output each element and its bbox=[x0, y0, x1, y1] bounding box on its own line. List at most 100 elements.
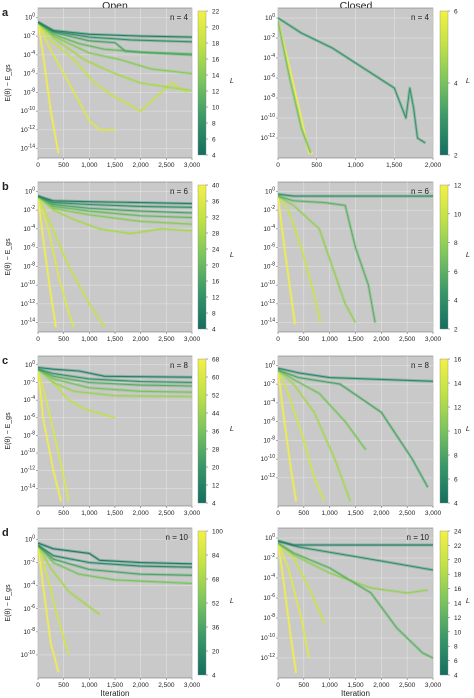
tick-base: 10 bbox=[23, 379, 31, 386]
tick-base: 10 bbox=[23, 432, 31, 439]
tick-exponent: -12 bbox=[268, 473, 275, 479]
tick-base: 10 bbox=[263, 75, 271, 82]
series-line-L68 bbox=[38, 369, 62, 502]
series-line-L6 bbox=[278, 195, 376, 323]
panel-letter: c bbox=[2, 355, 8, 367]
y-tick-label: 100 bbox=[25, 186, 35, 195]
tick-base: 10 bbox=[263, 35, 271, 42]
colorbar-tick-label: 36 bbox=[212, 429, 220, 436]
colorbar-tick-label: 84 bbox=[212, 553, 220, 560]
series-line-L60 bbox=[38, 369, 70, 502]
series-line-L4 bbox=[278, 193, 433, 197]
colorbar-label: L bbox=[230, 596, 234, 605]
colorbar-tick-label: 6 bbox=[454, 269, 458, 276]
tick-base: 10 bbox=[21, 450, 29, 457]
colorbar-tick-label: 18 bbox=[212, 41, 220, 48]
tick-exponent: -6 bbox=[31, 413, 36, 419]
series-line-L4 bbox=[278, 20, 312, 154]
series-line-L8 bbox=[38, 195, 192, 205]
series-line-L36 bbox=[38, 195, 75, 328]
x-tick-label: 1,500 bbox=[347, 510, 364, 517]
tick-base: 10 bbox=[23, 263, 31, 270]
series-line-L52 bbox=[38, 544, 192, 584]
tick-base: 10 bbox=[261, 115, 269, 122]
tick-base: 10 bbox=[263, 55, 271, 62]
colorbar-tick-label: 12 bbox=[212, 483, 220, 490]
x-tick-label: 0 bbox=[276, 336, 280, 343]
tick-base: 10 bbox=[23, 71, 31, 78]
y-tick-label: 100 bbox=[25, 360, 35, 369]
x-tick-label: 500 bbox=[58, 510, 69, 517]
colorbar-tick-label: 40 bbox=[212, 183, 220, 190]
series-line-L22 bbox=[38, 22, 60, 154]
y-tick-label: 100 bbox=[265, 186, 275, 195]
n-label: n = 8 bbox=[170, 361, 189, 370]
y-tick-label: 10-10 bbox=[21, 650, 36, 659]
series-line-L14 bbox=[38, 21, 192, 75]
series-line-L20 bbox=[38, 368, 192, 384]
x-tick-label: 2,000 bbox=[373, 682, 390, 689]
colorbar-tick-label: 4 bbox=[212, 327, 216, 334]
series-line-L44 bbox=[38, 368, 192, 398]
tick-base: 10 bbox=[25, 14, 33, 21]
tick-exponent: -8 bbox=[271, 613, 276, 619]
tick-base: 10 bbox=[25, 188, 33, 195]
tick-exponent: -14 bbox=[28, 318, 35, 324]
y-tick-label: 10-8 bbox=[263, 435, 275, 444]
tick-base: 10 bbox=[263, 381, 271, 388]
x-tick-label: 0 bbox=[36, 162, 40, 169]
n-label: n = 4 bbox=[170, 13, 189, 22]
colorbar-tick-label: 8 bbox=[454, 644, 458, 651]
y-tick-label: 10-10 bbox=[21, 280, 36, 289]
y-tick-label: 10-4 bbox=[23, 581, 35, 590]
series-line-L32 bbox=[38, 195, 106, 328]
series-line-L3 bbox=[278, 17, 426, 144]
x-tick-label: 2,000 bbox=[373, 510, 390, 517]
tick-base: 10 bbox=[23, 415, 31, 422]
series-line-L8 bbox=[278, 195, 356, 323]
series-line-L12 bbox=[278, 542, 433, 659]
colorbar-tick-label: 16 bbox=[454, 586, 462, 593]
colorbar-tick-label: 14 bbox=[454, 601, 462, 608]
tick-exponent: -14 bbox=[268, 318, 275, 324]
tick-base: 10 bbox=[21, 282, 29, 289]
colorbar-tick-label: 12 bbox=[454, 615, 462, 622]
colorbar-tick-label: 20 bbox=[212, 649, 220, 656]
tick-base: 10 bbox=[25, 362, 33, 369]
colorbar bbox=[197, 530, 207, 676]
x-tick-label: 2,000 bbox=[133, 162, 150, 169]
colorbar-tick-label: 24 bbox=[212, 247, 220, 254]
series-line-L12 bbox=[278, 196, 296, 325]
colorbar-tick-label: 22 bbox=[212, 9, 220, 16]
series-group bbox=[38, 194, 192, 329]
tick-exponent: -8 bbox=[271, 261, 276, 267]
x-tick-label: 0 bbox=[36, 510, 40, 517]
colorbar-tick-label: 4 bbox=[454, 298, 458, 305]
y-tick-label: 10-2 bbox=[263, 553, 275, 562]
tick-base: 10 bbox=[21, 127, 29, 134]
colorbar-tick-label: 68 bbox=[212, 577, 220, 584]
x-tick-label: 500 bbox=[298, 510, 309, 517]
x-tick-label: 3,000 bbox=[184, 510, 201, 517]
series-line-L24 bbox=[278, 542, 297, 674]
tick-exponent: -12 bbox=[28, 466, 35, 472]
series-line-L10 bbox=[38, 21, 192, 56]
y-axis-label: E(θ) − E_gs bbox=[5, 584, 12, 622]
colorbar-tick-label: 12 bbox=[454, 405, 462, 412]
tick-exponent: -6 bbox=[271, 593, 276, 599]
x-tick-label: 500 bbox=[58, 336, 69, 343]
tick-exponent: -4 bbox=[31, 581, 36, 587]
series-line-L10 bbox=[278, 369, 367, 451]
colorbar-tick-label: 2 bbox=[454, 153, 458, 160]
x-tick-label: 1,500 bbox=[107, 162, 124, 169]
colorbar-label: L bbox=[466, 424, 470, 433]
colorbar-tick-label: 20 bbox=[212, 465, 220, 472]
tick-exponent: -12 bbox=[268, 133, 275, 139]
panel-letter: d bbox=[2, 527, 9, 539]
y-tick-label: 10-8 bbox=[23, 261, 35, 270]
tick-exponent: 0 bbox=[32, 535, 35, 541]
colorbar-tick-label: 16 bbox=[212, 279, 220, 286]
series-group bbox=[38, 366, 192, 502]
colorbar bbox=[197, 10, 207, 156]
